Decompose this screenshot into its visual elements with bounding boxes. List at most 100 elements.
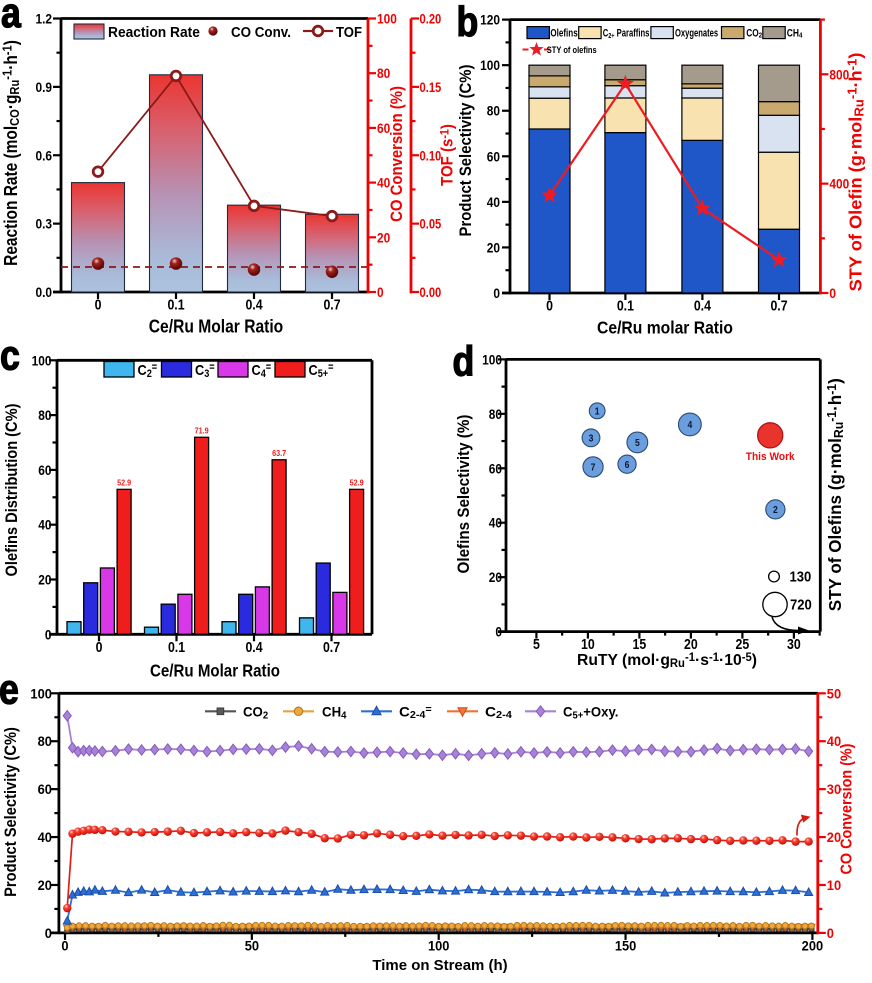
svg-text:0.1: 0.1 xyxy=(168,639,186,655)
svg-text:80: 80 xyxy=(487,103,500,119)
svg-text:0.7: 0.7 xyxy=(770,298,787,314)
svg-text:Olefins Selectivity (%): Olefins Selectivity (%) xyxy=(454,415,473,574)
svg-text:0.4: 0.4 xyxy=(245,297,263,313)
svg-text:Olefins Distribution (C%): Olefins Distribution (C%) xyxy=(3,404,21,577)
svg-text:Product Selectivity (C%): Product Selectivity (C%) xyxy=(2,727,20,897)
svg-text:0.3: 0.3 xyxy=(35,216,52,232)
svg-text:Ce/Ru Molar Ratio: Ce/Ru Molar Ratio xyxy=(149,316,283,336)
svg-text:STY of olefins: STY of olefins xyxy=(547,44,597,55)
svg-text:0.15: 0.15 xyxy=(420,80,442,95)
svg-text:20: 20 xyxy=(377,229,390,245)
svg-text:3: 3 xyxy=(589,433,594,444)
svg-text:0.1: 0.1 xyxy=(167,297,185,313)
svg-text:0: 0 xyxy=(45,626,52,642)
svg-text:25: 25 xyxy=(736,636,750,652)
svg-text:6: 6 xyxy=(625,459,630,470)
svg-text:5: 5 xyxy=(533,636,540,652)
svg-text:1.2: 1.2 xyxy=(35,11,52,27)
svg-text:RuTY (mol·gRu-1·s-1·10-5): RuTY (mol·gRu-1·s-1·10-5) xyxy=(577,652,757,670)
svg-text:20: 20 xyxy=(38,877,52,893)
svg-text:40: 40 xyxy=(487,194,500,210)
svg-text:0.0: 0.0 xyxy=(35,284,52,300)
svg-text:200: 200 xyxy=(802,938,823,954)
svg-text:10: 10 xyxy=(827,877,841,893)
svg-text:0: 0 xyxy=(546,298,553,314)
svg-text:400: 400 xyxy=(829,176,849,192)
svg-text:This Work: This Work xyxy=(746,450,796,463)
svg-text:0: 0 xyxy=(96,639,103,655)
svg-text:CO Conv.: CO Conv. xyxy=(231,24,291,41)
svg-text:d: d xyxy=(453,339,475,385)
svg-text:0.10: 0.10 xyxy=(420,148,442,163)
svg-text:0: 0 xyxy=(95,297,102,313)
svg-text:STY of Olefin (g·molRu-1·h-1): STY of Olefin (g·molRu-1·h-1) xyxy=(845,53,867,292)
svg-text:60: 60 xyxy=(38,782,52,798)
svg-text:0: 0 xyxy=(45,925,52,941)
svg-text:120: 120 xyxy=(480,12,500,28)
svg-text:Time on Stream (h): Time on Stream (h) xyxy=(372,957,507,974)
svg-text:52.9: 52.9 xyxy=(350,478,365,488)
svg-text:40: 40 xyxy=(489,515,502,531)
svg-text:52.9: 52.9 xyxy=(117,478,132,488)
svg-text:Product Selectivity (C%): Product Selectivity (C%) xyxy=(457,65,475,237)
svg-text:0.6: 0.6 xyxy=(35,147,52,163)
svg-text:CO Conversion (%): CO Conversion (%) xyxy=(388,86,406,222)
svg-text:20: 20 xyxy=(489,569,502,585)
svg-text:100: 100 xyxy=(480,57,500,73)
svg-text:C5+=: C5+= xyxy=(309,361,334,380)
svg-text:0: 0 xyxy=(495,624,502,640)
svg-text:b: b xyxy=(457,0,479,46)
svg-text:0.00: 0.00 xyxy=(420,285,442,300)
svg-text:CO2: CO2 xyxy=(243,704,268,721)
svg-text:5: 5 xyxy=(635,437,640,448)
svg-text:20: 20 xyxy=(684,636,698,652)
svg-text:63.7: 63.7 xyxy=(272,448,287,458)
svg-text:800: 800 xyxy=(829,66,849,82)
svg-text:30: 30 xyxy=(827,782,841,798)
svg-text:1: 1 xyxy=(595,406,600,417)
svg-text:7: 7 xyxy=(591,462,596,473)
svg-text:TOF (s-1): TOF (s-1) xyxy=(439,124,457,186)
svg-text:50: 50 xyxy=(827,686,841,702)
svg-text:0.4: 0.4 xyxy=(694,298,712,314)
svg-text:CO Conversion (%): CO Conversion (%) xyxy=(838,744,856,875)
svg-text:4: 4 xyxy=(687,419,693,430)
svg-text:80: 80 xyxy=(489,406,502,422)
svg-text:100: 100 xyxy=(30,686,51,702)
svg-text:0.05: 0.05 xyxy=(420,216,442,231)
svg-text:10: 10 xyxy=(581,636,595,652)
svg-text:a: a xyxy=(1,0,21,37)
svg-text:0.4: 0.4 xyxy=(245,639,263,655)
svg-text:0.20: 0.20 xyxy=(420,11,442,26)
svg-text:CH4: CH4 xyxy=(787,28,803,41)
svg-text:0: 0 xyxy=(829,285,836,301)
svg-text:2: 2 xyxy=(773,504,778,515)
svg-text:150: 150 xyxy=(615,938,636,954)
svg-text:C5++Oxy.: C5++Oxy. xyxy=(563,704,618,721)
svg-text:40: 40 xyxy=(38,517,51,533)
svg-text:50: 50 xyxy=(245,938,259,954)
svg-text:Reaction Rate (molCO·gRu-1·h-1: Reaction Rate (molCO·gRu-1·h-1) xyxy=(0,40,22,266)
svg-text:0.7: 0.7 xyxy=(323,639,340,655)
svg-text:c: c xyxy=(0,333,20,379)
svg-text:0: 0 xyxy=(493,285,500,301)
svg-text:Reaction Rate: Reaction Rate xyxy=(108,25,200,42)
svg-text:130: 130 xyxy=(790,569,812,585)
svg-text:100: 100 xyxy=(428,938,449,954)
svg-text:60: 60 xyxy=(38,462,51,478)
svg-text:20: 20 xyxy=(38,572,51,588)
svg-text:CH4: CH4 xyxy=(322,704,347,721)
svg-text:60: 60 xyxy=(489,460,502,476)
svg-text:0: 0 xyxy=(827,925,834,941)
svg-text:20: 20 xyxy=(827,830,841,846)
svg-text:30: 30 xyxy=(787,636,801,652)
svg-text:60: 60 xyxy=(487,148,500,164)
svg-text:Ce/Ru Molar Ratio: Ce/Ru Molar Ratio xyxy=(150,660,280,681)
svg-text:80: 80 xyxy=(38,407,51,423)
svg-text:100: 100 xyxy=(482,351,502,367)
svg-text:0.1: 0.1 xyxy=(617,298,635,314)
svg-text:0: 0 xyxy=(61,938,68,954)
svg-text:TOF: TOF xyxy=(336,23,362,40)
svg-text:CO2: CO2 xyxy=(746,28,762,41)
svg-text:e: e xyxy=(0,667,19,713)
